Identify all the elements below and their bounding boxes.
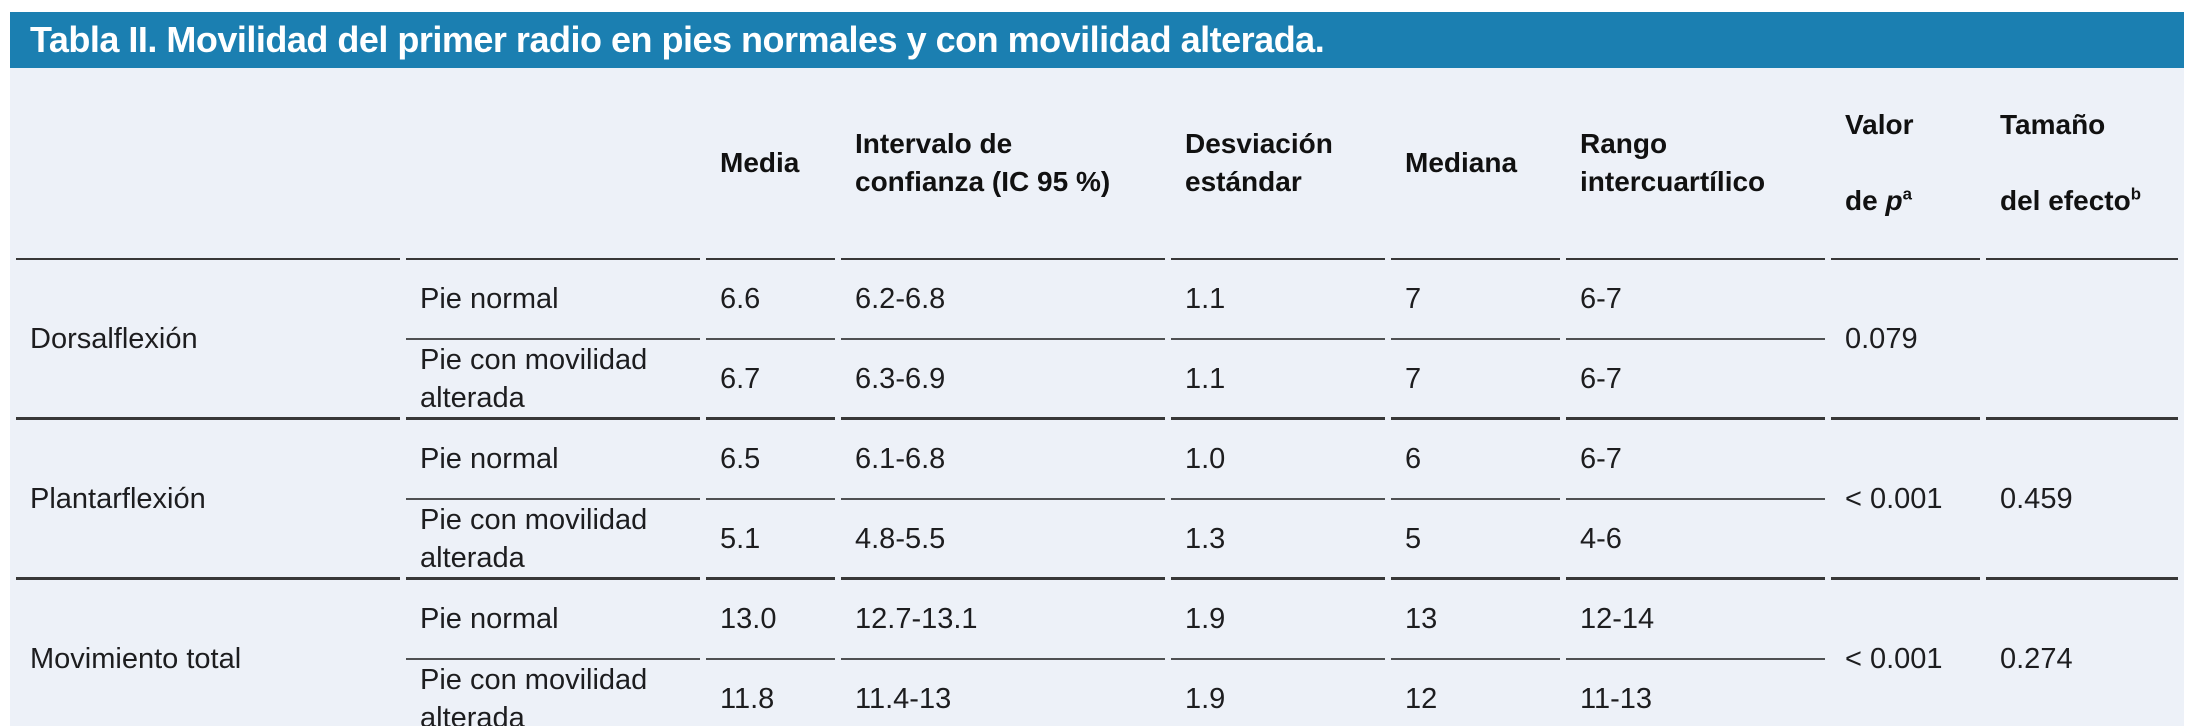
sd-value: 1.1 (1171, 260, 1385, 340)
ic-value: 6.1-6.8 (841, 420, 1165, 500)
effect-size-cell: 0.459 (1986, 420, 2178, 580)
col-header-rango: Rango intercuartílico (1566, 68, 1825, 260)
stats-table: Media Intervalo de confianza (IC 95 %) D… (10, 68, 2184, 726)
ic-value: 12.7-13.1 (841, 580, 1165, 660)
mediana-value: 12 (1391, 660, 1560, 726)
col-header-media: Media (706, 68, 835, 260)
media-value: 13.0 (706, 580, 835, 660)
group-movimiento-total: Movimiento total Pie normal 13.0 12.7-13… (16, 580, 2178, 726)
media-value: 11.8 (706, 660, 835, 726)
table-row: Pie con movilidad alterada 6.7 6.3-6.9 1… (16, 340, 2178, 420)
p-value-cell: < 0.001 (1831, 420, 1980, 580)
table-row: Dorsalflexión Pie normal 6.6 6.2-6.8 1.1… (16, 260, 2178, 420)
media-value: 5.1 (706, 500, 835, 580)
sd-value: 1.9 (1171, 580, 1385, 660)
sd-value: 1.1 (1171, 340, 1385, 420)
mediana-value: 5 (1391, 500, 1560, 580)
col-header-empty-group (16, 68, 400, 260)
efecto-line1: Tamaño (2000, 109, 2106, 140)
group-plantarflexion: Plantarflexión Pie normal 6.5 6.1-6.8 1.… (16, 420, 2178, 580)
ic-value: 4.8-5.5 (841, 500, 1165, 580)
ic-value: 6.3-6.9 (841, 340, 1165, 420)
col-header-mediana: Mediana (1391, 68, 1560, 260)
condition-cell: Pie normal (406, 580, 700, 660)
ic-value: 11.4-13 (841, 660, 1165, 726)
effect-size-cell: 0.274 (1986, 580, 2178, 726)
rango-value: 12-14 (1566, 580, 1825, 660)
table-container: Tabla II. Movilidad del primer radio en … (10, 12, 2184, 726)
mediana-value: 6 (1391, 420, 1560, 500)
mediana-value: 7 (1391, 340, 1560, 420)
media-value: 6.7 (706, 340, 835, 420)
condition-cell: Pie normal (406, 420, 700, 500)
table-body-background: Media Intervalo de confianza (IC 95 %) D… (10, 68, 2184, 726)
effect-size-cell (1986, 260, 2178, 420)
media-value: 6.6 (706, 260, 835, 340)
col-header-sd: Desviación estándar (1171, 68, 1385, 260)
rango-value: 4-6 (1566, 500, 1825, 580)
footnote-marker-a: a (1902, 184, 1912, 204)
col-header-efecto: Tamaño del efectob (1986, 68, 2178, 260)
table-row: Pie con movilidad alterada 5.1 4.8-5.5 1… (16, 500, 2178, 580)
table-row: Plantarflexión Pie normal 6.5 6.1-6.8 1.… (16, 420, 2178, 580)
condition-cell: Pie con movilidad alterada (406, 500, 700, 580)
mediana-value: 13 (1391, 580, 1560, 660)
group-label-cell: Movimiento total (16, 580, 400, 726)
valor-p-line1: Valor (1845, 109, 1914, 140)
valor-p-line2: de pa (1845, 184, 1912, 216)
header-row: Media Intervalo de confianza (IC 95 %) D… (16, 68, 2178, 260)
sd-value: 1.9 (1171, 660, 1385, 726)
group-label-cell: Dorsalflexión (16, 260, 400, 420)
sd-value: 1.0 (1171, 420, 1385, 500)
media-value: 6.5 (706, 420, 835, 500)
condition-cell: Pie con movilidad alterada (406, 660, 700, 726)
rango-value: 6-7 (1566, 420, 1825, 500)
condition-cell: Pie normal (406, 260, 700, 340)
table-title: Tabla II. Movilidad del primer radio en … (30, 19, 1325, 60)
col-header-empty-condition (406, 68, 700, 260)
table-title-bar: Tabla II. Movilidad del primer radio en … (10, 12, 2184, 68)
rango-value: 11-13 (1566, 660, 1825, 726)
col-header-valor-p: Valor de pa (1831, 68, 1980, 260)
group-label-cell: Plantarflexión (16, 420, 400, 580)
p-value-cell: < 0.001 (1831, 580, 1980, 726)
mediana-value: 7 (1391, 260, 1560, 340)
rango-value: 6-7 (1566, 340, 1825, 420)
table-row: Movimiento total Pie normal 13.0 12.7-13… (16, 580, 2178, 675)
p-value-cell: 0.079 (1831, 260, 1980, 420)
rango-value: 6-7 (1566, 260, 1825, 340)
sd-value: 1.3 (1171, 500, 1385, 580)
col-header-ic: Intervalo de confianza (IC 95 %) (841, 68, 1165, 260)
efecto-line2: del efectob (2000, 184, 2141, 216)
table-row: Pie con movilidad alterada 11.8 11.4-13 … (16, 660, 2178, 726)
ic-value: 6.2-6.8 (841, 260, 1165, 340)
footnote-marker-b: b (2130, 184, 2141, 204)
condition-cell: Pie con movilidad alterada (406, 340, 700, 420)
group-dorsalflexion: Dorsalflexión Pie normal 6.6 6.2-6.8 1.1… (16, 260, 2178, 420)
